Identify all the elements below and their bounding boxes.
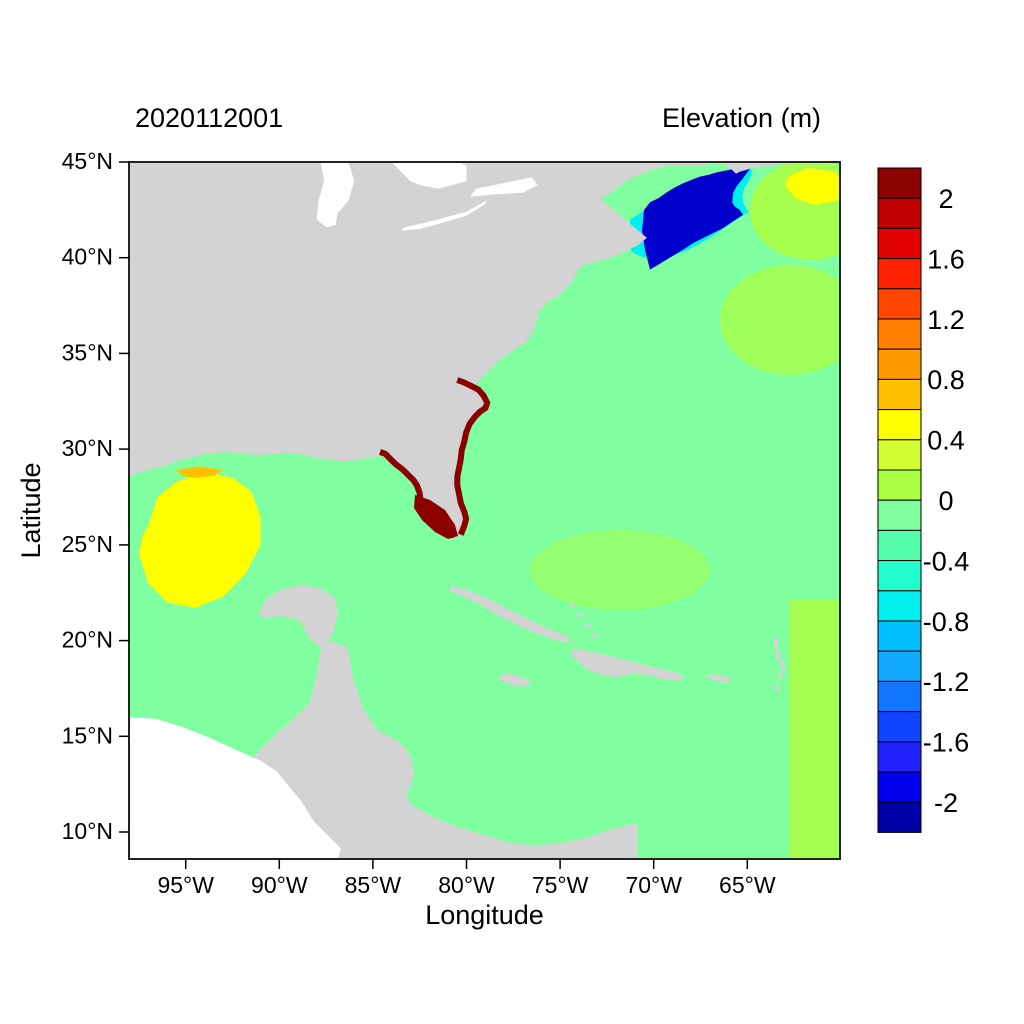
svg-text:-1.6: -1.6 xyxy=(923,728,970,758)
svg-text:-0.4: -0.4 xyxy=(923,546,970,576)
svg-text:-1.2: -1.2 xyxy=(923,667,970,697)
svg-text:0.8: 0.8 xyxy=(927,365,965,395)
svg-text:0.4: 0.4 xyxy=(927,426,965,456)
svg-text:2: 2 xyxy=(938,184,953,214)
svg-text:1.2: 1.2 xyxy=(927,305,965,335)
svg-text:0: 0 xyxy=(938,486,953,516)
svg-text:-0.8: -0.8 xyxy=(923,607,970,637)
svg-text:1.6: 1.6 xyxy=(927,244,965,274)
svg-text:-2: -2 xyxy=(934,788,958,818)
